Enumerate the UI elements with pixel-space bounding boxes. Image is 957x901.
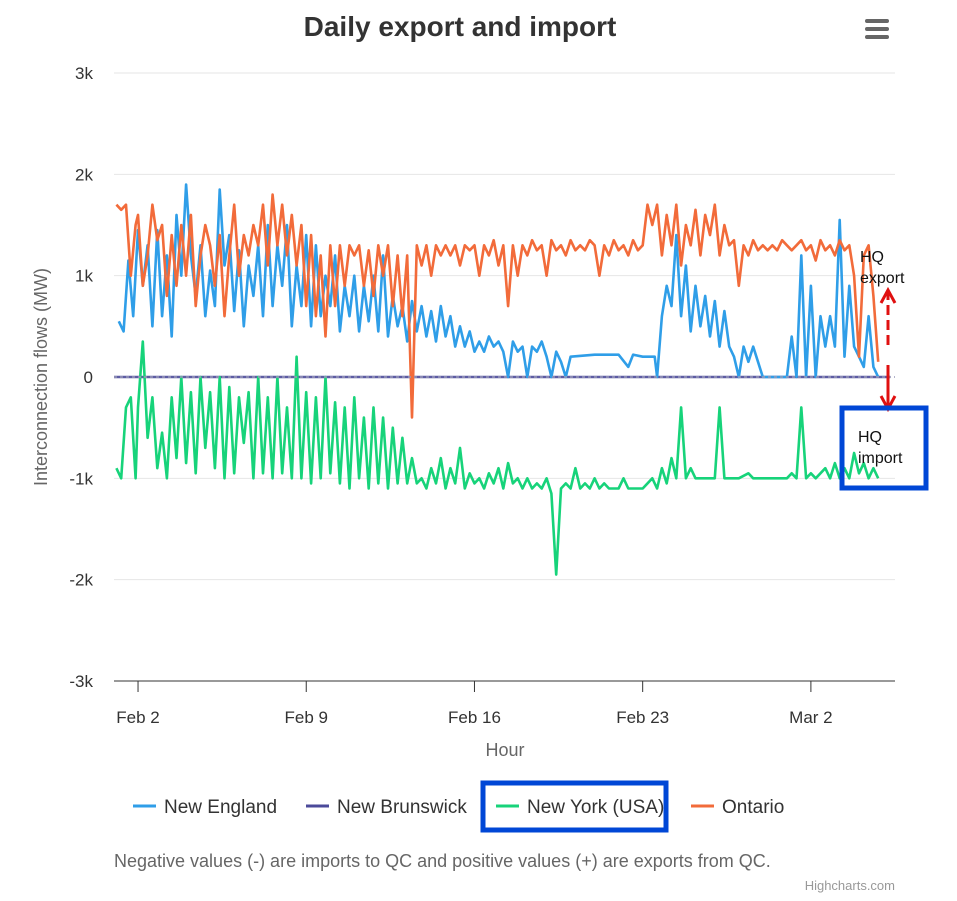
x-tick-label: Feb 16 bbox=[448, 708, 501, 727]
x-tick-label: Feb 23 bbox=[616, 708, 669, 727]
chart-title: Daily export and import bbox=[304, 11, 617, 42]
legend-label-new-england: New England bbox=[164, 797, 277, 818]
legend-label-ontario: Ontario bbox=[722, 797, 784, 818]
y-axis-tick-labels: 3k 2k 1k 0 -1k -2k -3k bbox=[69, 64, 93, 691]
legend-label-new-york: New York (USA) bbox=[527, 797, 664, 818]
hq-export-annotation: HQ export bbox=[860, 249, 905, 345]
y-tick-label: 2k bbox=[75, 165, 93, 184]
legend-label-new-brunswick: New Brunswick bbox=[337, 797, 467, 818]
export-menu-button[interactable] bbox=[862, 16, 892, 42]
hq-export-label-line2: export bbox=[860, 270, 905, 287]
y-tick-label: -1k bbox=[69, 469, 93, 488]
hq-import-label-line1: HQ bbox=[858, 429, 882, 446]
x-tick-label: Feb 9 bbox=[285, 708, 328, 727]
x-tick-label: Feb 2 bbox=[116, 708, 159, 727]
y-tick-label: 1k bbox=[75, 267, 93, 286]
hq-import-label-line2: import bbox=[858, 450, 903, 467]
chart-caption: Negative values (-) are imports to QC an… bbox=[114, 851, 771, 871]
hq-import-highlight-box bbox=[839, 405, 929, 491]
legend-item-new-england[interactable]: New England bbox=[133, 797, 277, 818]
hamburger-menu-icon bbox=[865, 19, 889, 23]
legend-item-new-brunswick[interactable]: New Brunswick bbox=[306, 797, 467, 818]
legend: New England New Brunswick New York (USA)… bbox=[133, 780, 784, 833]
y-tick-label: 0 bbox=[84, 368, 93, 387]
series-line-ontario bbox=[115, 193, 880, 419]
series-layer bbox=[114, 183, 895, 576]
y-tick-label: -2k bbox=[69, 571, 93, 590]
y-axis-title: Interconnection flows (MW) bbox=[31, 268, 51, 486]
y-tick-label: 3k bbox=[75, 64, 93, 83]
x-tick-label: Mar 2 bbox=[789, 708, 832, 727]
series-line-new-york-usa bbox=[115, 340, 880, 576]
x-axis-title: Hour bbox=[485, 740, 524, 760]
legend-highlight-box bbox=[480, 780, 669, 833]
series-line-new-england bbox=[117, 183, 880, 379]
export-arrow-head-icon bbox=[879, 286, 897, 304]
highcharts-credits-link[interactable]: Highcharts.com bbox=[805, 878, 895, 893]
y-tick-label: -3k bbox=[69, 672, 93, 691]
legend-item-ontario[interactable]: Ontario bbox=[691, 797, 784, 818]
hq-export-label-line1: HQ bbox=[860, 249, 884, 266]
x-axis: Feb 2 Feb 9 Feb 16 Feb 23 Mar 2 bbox=[114, 680, 895, 727]
legend-item-new-york[interactable]: New York (USA) bbox=[480, 780, 669, 833]
hq-import-annotation: HQ import bbox=[839, 365, 929, 491]
